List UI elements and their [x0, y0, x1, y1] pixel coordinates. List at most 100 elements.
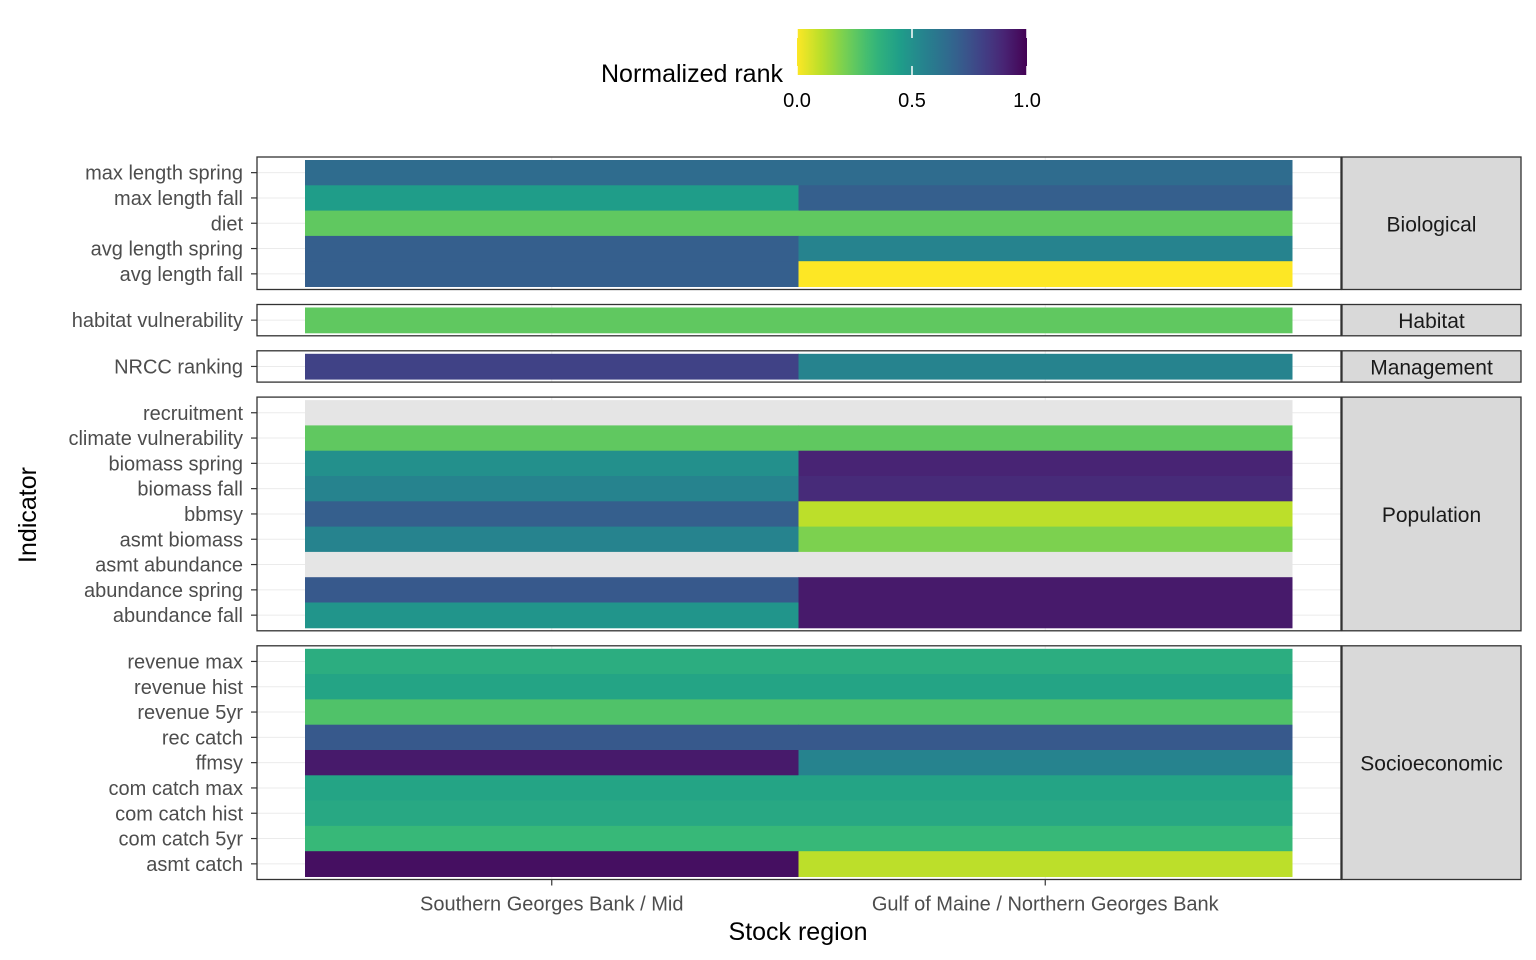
colorbar-legend: Normalized rank 0.0 0.5 1.0	[601, 29, 1041, 112]
y-tick-label: biomass fall	[137, 479, 243, 501]
y-tick-label: NRCC ranking	[114, 356, 243, 378]
heatmap-tile-abundance-spring-2	[798, 577, 1293, 603]
y-tick-label: climate vulnerability	[68, 428, 243, 450]
heatmap-tile-com-catch-5yr-2	[798, 825, 1293, 852]
panel-border	[256, 645, 1342, 881]
heatmap-tile-nrcc-ranking-1	[305, 353, 799, 380]
heatmap-tile-com-catch-hist-2	[798, 800, 1293, 827]
heatmap-tile-revenue-max-2	[798, 648, 1293, 675]
heatmap-tile-recruitment-1	[305, 400, 799, 426]
y-tick-label: biomass spring	[108, 453, 243, 475]
facet-strip	[1341, 396, 1522, 632]
heatmap-tile-habitat-vulnerability-2	[798, 307, 1293, 334]
heatmap-tile-revenue-5yr-2	[798, 699, 1293, 726]
heatmap-tile-com-catch-5yr-1	[305, 825, 799, 852]
heatmap-tile-biomass-spring-2	[798, 450, 1293, 477]
heatmap-tile-asmt-abundance-2	[798, 551, 1293, 578]
y-tick-label: com catch 5yr	[119, 829, 244, 851]
heatmap-tile-max-length-fall-2	[798, 185, 1293, 212]
heatmap-tile-biomass-fall-1	[305, 476, 799, 502]
facet-panel-socioeconomic: revenue max revenue hist revenue 5yr rec ca…	[109, 645, 1522, 881]
heatmap-tile-revenue-hist-1	[305, 674, 799, 700]
legend-tick-label: 0.0	[783, 90, 811, 112]
heatmap-tile-avg-length-spring-2	[798, 235, 1293, 262]
heatmap-tile-bbmsy-2	[798, 501, 1293, 528]
facet-panel-population: recruitment climate vulnerability biomass …	[68, 396, 1522, 632]
facet-panel-management: NRCC ranking Management	[114, 350, 1522, 383]
heatmap-tile-recruitment-2	[798, 400, 1293, 426]
facet-strip	[1341, 303, 1522, 337]
panel-border	[256, 303, 1342, 337]
heatmap-tile-com-catch-max-2	[798, 775, 1293, 802]
y-tick-label: asmt catch	[146, 854, 243, 876]
panel-border	[256, 156, 1342, 291]
facet-strip	[1341, 156, 1522, 291]
heatmap-tile-bbmsy-1	[305, 501, 799, 528]
heatmap-tile-habitat-vulnerability-1	[305, 307, 799, 334]
y-tick-label: max length spring	[85, 163, 243, 185]
facet-panel-habitat: habitat vulnerability Habitat	[72, 303, 1522, 337]
y-tick-label: diet	[211, 213, 244, 235]
y-tick-label: asmt abundance	[95, 555, 243, 577]
y-tick-label: abundance fall	[113, 605, 243, 627]
heatmap-tile-ffmsy-1	[305, 750, 799, 776]
y-tick-label: revenue hist	[134, 677, 243, 699]
x-axis-title: Stock region	[729, 918, 868, 946]
y-tick-label: recruitment	[143, 403, 243, 425]
legend-title: Normalized rank	[601, 60, 784, 88]
heatmap-tile-max-length-spring-2	[798, 160, 1293, 186]
facet-strip-label: Management	[1370, 356, 1493, 379]
legend-tick-label: 0.5	[898, 90, 926, 112]
heatmap-tile-avg-length-spring-1	[305, 235, 799, 262]
panel-border	[256, 350, 1342, 383]
facet-strip-label: Socioeconomic	[1360, 753, 1502, 776]
heatmap-tile-biomass-fall-2	[798, 476, 1293, 502]
heatmap-tile-asmt-catch-1	[305, 851, 799, 877]
heatmap-tile-com-catch-hist-1	[305, 800, 799, 827]
heatmap-tile-diet-1	[305, 210, 799, 237]
heatmap-tile-com-catch-max-1	[305, 775, 799, 802]
y-tick-label: max length fall	[114, 188, 243, 210]
y-tick-label: avg length fall	[120, 264, 243, 286]
facet-strip-label: Population	[1382, 504, 1481, 527]
y-tick-label: avg length spring	[91, 239, 243, 261]
heatmap-tile-asmt-biomass-2	[798, 526, 1293, 553]
heatmap-tile-revenue-5yr-1	[305, 699, 799, 726]
heatmap-tile-abundance-fall-2	[798, 602, 1293, 629]
y-tick-label: asmt biomass	[120, 529, 243, 551]
heatmap-tile-avg-length-fall-2	[798, 261, 1293, 287]
heatmap-tile-climate-vulnerability-2	[798, 425, 1293, 452]
y-tick-label: revenue max	[127, 651, 243, 673]
y-tick-label: habitat vulnerability	[72, 310, 243, 332]
facet-strip-label: Habitat	[1398, 310, 1465, 333]
facet-strip	[1341, 350, 1522, 383]
y-tick-label: abundance spring	[84, 580, 243, 602]
heatmap-tile-revenue-max-1	[305, 648, 799, 675]
heatmap-tile-abundance-fall-1	[305, 602, 799, 629]
heatmap-tile-abundance-spring-1	[305, 577, 799, 603]
heatmap-tile-revenue-hist-2	[798, 674, 1293, 700]
heatmap-tile-rec-catch-1	[305, 724, 799, 751]
heatmap-tile-max-length-spring-1	[305, 160, 799, 186]
legend-tick-label: 1.0	[1013, 90, 1041, 112]
y-tick-label: com catch hist	[115, 803, 243, 825]
y-tick-label: revenue 5yr	[137, 702, 243, 724]
y-tick-label: com catch max	[109, 778, 243, 800]
heatmap-tile-max-length-fall-1	[305, 185, 799, 212]
y-tick-label: rec catch	[162, 727, 243, 749]
panel-border	[256, 396, 1342, 632]
y-tick-label: bbmsy	[184, 504, 243, 526]
y-tick-label: ffmsy	[196, 753, 243, 775]
heatmap-tile-asmt-abundance-1	[305, 551, 799, 578]
heatmap-tile-ffmsy-2	[798, 750, 1293, 776]
heatmap-tile-climate-vulnerability-1	[305, 425, 799, 452]
heatmap-tile-biomass-spring-1	[305, 450, 799, 477]
heatmap-tile-asmt-catch-2	[798, 851, 1293, 877]
y-axis-title: Indicator	[14, 467, 42, 563]
heatmap-tile-nrcc-ranking-2	[798, 353, 1293, 380]
x-tick-label: Southern Georges Bank / Mid	[420, 894, 683, 916]
heatmap-tile-rec-catch-2	[798, 724, 1293, 751]
facet-panel-biological: max length spring max length fall diet avg …	[85, 156, 1522, 291]
x-tick-label: Gulf of Maine / Northern Georges Bank	[872, 894, 1220, 916]
